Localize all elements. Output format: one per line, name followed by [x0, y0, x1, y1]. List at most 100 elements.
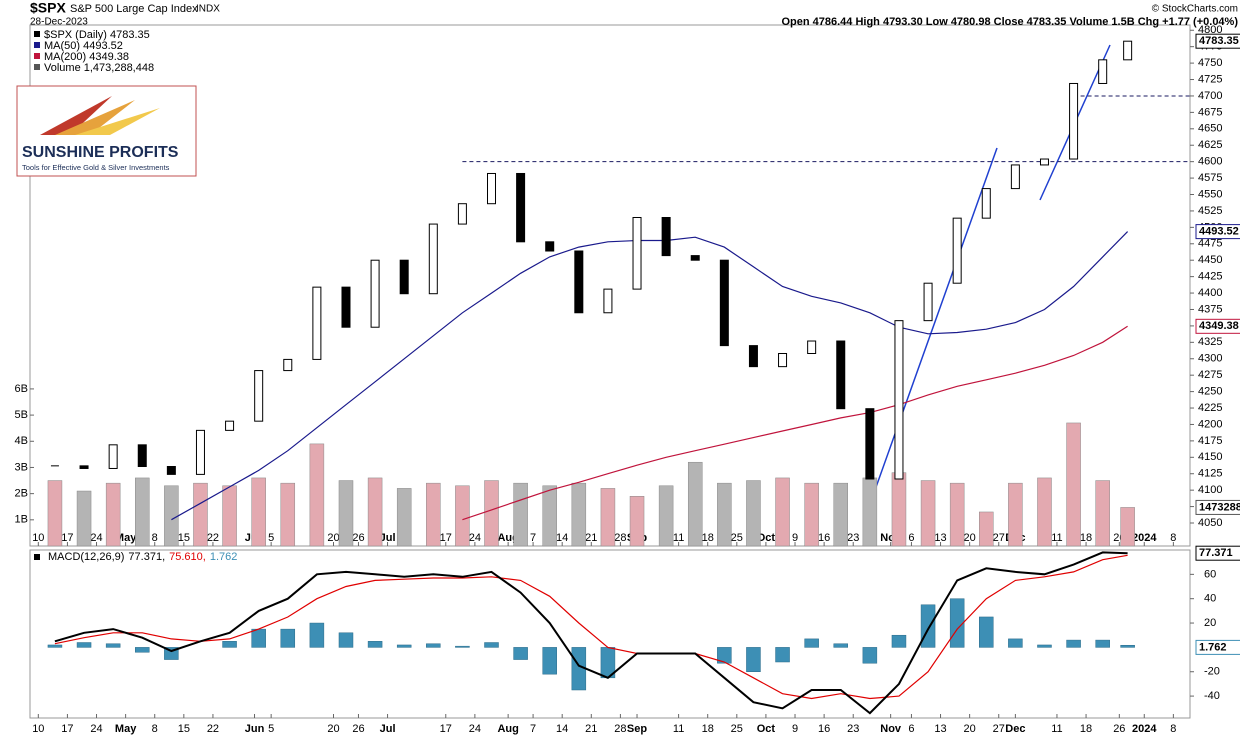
macd-histogram-bar	[746, 647, 761, 672]
candle	[1010, 164, 1020, 190]
candle	[50, 465, 59, 467]
y-tick-label: 4175	[1198, 435, 1222, 447]
macd-histogram-bar	[135, 647, 150, 653]
x-tick-label: Jun	[245, 723, 265, 735]
x-tick-label: 13	[934, 532, 946, 544]
volume-bar	[47, 480, 63, 547]
macd-histogram-bar	[542, 647, 557, 675]
source: © StockCharts.com	[1152, 4, 1238, 15]
x-tick-label: 14	[556, 723, 568, 735]
macd-histogram-bar	[1095, 639, 1110, 648]
x-tick-label: May	[115, 532, 137, 544]
candle	[1039, 158, 1049, 166]
y-tick-label: 4750	[1198, 57, 1222, 69]
value-tag-label: 1473288	[1199, 501, 1240, 513]
volume-bar	[1008, 482, 1023, 547]
macd-tick-label: 40	[1204, 593, 1216, 605]
x-tick-label: 20	[327, 723, 339, 735]
x-tick-label: 14	[556, 532, 568, 544]
candle	[545, 241, 555, 252]
x-tick-label: 27	[993, 723, 1005, 735]
volume-bar	[629, 496, 645, 547]
x-tick-label: 23	[847, 532, 859, 544]
volume-tick-label: 2B	[15, 488, 28, 500]
x-tick-label: 8	[152, 532, 158, 544]
candle	[574, 250, 584, 314]
volume-bar	[76, 490, 92, 547]
candle	[1123, 40, 1133, 61]
y-tick-label: 4200	[1198, 418, 1222, 430]
x-tick-label: 6	[908, 723, 914, 735]
candle	[225, 420, 235, 431]
candle	[108, 444, 118, 469]
x-tick-label: 17	[61, 532, 73, 544]
x-tick-label: 23	[847, 723, 859, 735]
x-tick-label: 26	[1113, 723, 1125, 735]
value-tag-label: 4783.35	[1199, 35, 1239, 47]
volume-bar	[979, 511, 994, 547]
candle	[370, 259, 380, 328]
macd-legend: MACD(12,26,9) 77.371, 75.610, 1.762	[48, 551, 237, 563]
volume-bar	[891, 472, 907, 547]
candle	[1098, 59, 1108, 84]
volume-bar	[455, 485, 470, 547]
x-tick-label: 25	[731, 532, 743, 544]
x-tick-label: Oct	[757, 723, 776, 735]
x-tick-label: 22	[207, 532, 219, 544]
candle	[166, 466, 176, 475]
volume-tick-label: 6B	[15, 383, 28, 395]
volume-tick-label: 4B	[15, 435, 28, 447]
y-tick-label: 4600	[1198, 156, 1222, 168]
macd-signal-line	[54, 554, 1128, 700]
legend-label: Volume 1,473,288,448	[44, 62, 154, 74]
x-tick-label: 24	[90, 532, 102, 544]
macd-histogram-bar	[222, 641, 237, 648]
macd-tick-label: -40	[1204, 690, 1220, 702]
x-tick-label: Oct	[757, 532, 776, 544]
candle	[778, 352, 788, 368]
candle	[137, 444, 147, 468]
volume-bar	[1120, 507, 1135, 547]
volume-tick-label: 1B	[15, 514, 28, 526]
candle	[487, 172, 497, 205]
x-tick-label: 5	[268, 723, 274, 735]
x-tick-label: 17	[61, 723, 73, 735]
volume-bar	[1066, 422, 1081, 547]
x-tick-label: 21	[585, 532, 597, 544]
value-tag-label: 1.762	[1199, 641, 1227, 653]
x-tick-label: 18	[1080, 723, 1092, 735]
x-tick-label: 17	[440, 532, 452, 544]
candle	[603, 288, 613, 314]
moving-average	[462, 325, 1128, 521]
x-tick-label: 11	[673, 723, 684, 735]
exchange: INDX	[196, 4, 220, 15]
macd-panel	[29, 549, 1191, 719]
y-tick-label: 4725	[1198, 73, 1222, 85]
volume-bar	[280, 482, 296, 547]
macd-histogram-bar	[949, 598, 965, 648]
x-tick-label: 5	[268, 532, 274, 544]
value-tag	[1195, 639, 1240, 655]
legend-label: MA(50) 4493.52	[44, 40, 123, 52]
value-tag	[1195, 545, 1240, 561]
candle	[661, 217, 671, 257]
y-tick-label: 4250	[1198, 386, 1222, 398]
macd-line	[54, 551, 1128, 715]
volume-bar	[251, 477, 266, 547]
x-tick-label: 8	[152, 723, 158, 735]
x-tick-label: 20	[964, 532, 976, 544]
macd-histogram-bar	[1037, 644, 1052, 648]
x-tick-label: 7	[530, 723, 536, 735]
legend-swatch	[34, 53, 40, 59]
value-tag	[1195, 499, 1240, 515]
candle	[457, 203, 467, 225]
macd-histogram-bar	[484, 642, 499, 648]
y-tick-label: 4300	[1198, 353, 1222, 365]
x-tick-label: 11	[1051, 723, 1062, 735]
value-tag-label: 4349.38	[1199, 320, 1239, 332]
candle	[923, 282, 933, 322]
value-tag-label: 4493.52	[1199, 226, 1239, 238]
volume-bar	[1095, 480, 1110, 547]
x-tick-label: 18	[1080, 532, 1092, 544]
x-tick-label: Jul	[380, 723, 396, 735]
